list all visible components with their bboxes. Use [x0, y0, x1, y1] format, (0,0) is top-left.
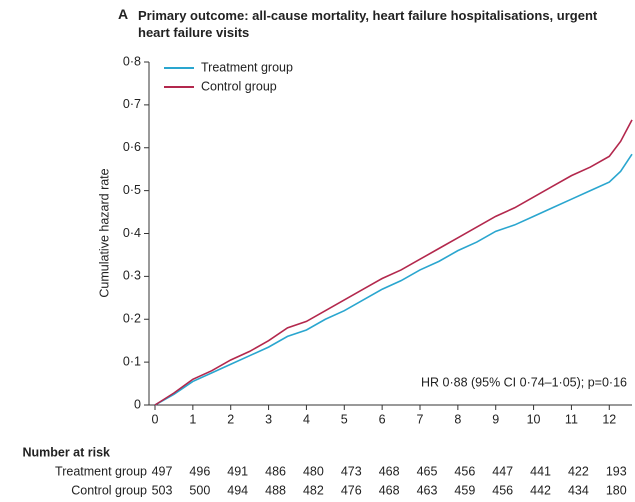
risk-value: 482 — [303, 483, 324, 497]
risk-row-label: Treatment group — [55, 464, 147, 478]
y-tick-label: 0·6 — [123, 140, 141, 154]
x-tick-label: 8 — [454, 412, 461, 426]
x-tick-label: 6 — [379, 412, 386, 426]
risk-value: 497 — [152, 464, 173, 478]
legend-label: Control group — [201, 79, 277, 93]
x-tick-label: 10 — [527, 412, 541, 426]
x-tick-label: 7 — [417, 412, 424, 426]
x-tick-label: 5 — [341, 412, 348, 426]
x-tick-label: 12 — [602, 412, 616, 426]
risk-table-title: Number at risk — [22, 445, 110, 459]
x-tick-label: 2 — [227, 412, 234, 426]
risk-value: 468 — [379, 464, 400, 478]
y-tick-label: 0·3 — [123, 269, 141, 283]
x-tick-label: 4 — [303, 412, 310, 426]
risk-value: 496 — [189, 464, 210, 478]
y-tick-label: 0·8 — [123, 54, 141, 68]
risk-value: 456 — [492, 483, 513, 497]
risk-value: 465 — [417, 464, 438, 478]
risk-value: 473 — [341, 464, 362, 478]
x-tick-label: 11 — [565, 412, 578, 426]
risk-value: 468 — [379, 483, 400, 497]
line — [154, 153, 633, 406]
y-tick-label: 0·1 — [123, 354, 141, 368]
risk-value: 441 — [530, 464, 551, 478]
y-tick-label: 0·5 — [123, 183, 141, 197]
panel-label: A — [118, 6, 129, 22]
risk-value: 494 — [227, 483, 248, 497]
risk-value: 463 — [417, 483, 438, 497]
risk-value: 447 — [492, 464, 513, 478]
x-tick-label: 3 — [265, 412, 272, 426]
y-tick-label: 0·4 — [123, 226, 141, 240]
annotation: HR 0·88 (95% CI 0·74–1·05); p=0·16 — [421, 375, 627, 389]
risk-value: 456 — [454, 464, 475, 478]
risk-value: 422 — [568, 464, 589, 478]
risk-value: 193 — [606, 464, 627, 478]
risk-value: 434 — [568, 483, 589, 497]
risk-value: 500 — [189, 483, 210, 497]
x-tick-label: 1 — [189, 412, 196, 426]
risk-value: 480 — [303, 464, 324, 478]
risk-value: 476 — [341, 483, 362, 497]
x-tick-label: 9 — [492, 412, 499, 426]
line — [154, 119, 633, 406]
risk-value: 442 — [530, 483, 551, 497]
x-tick-label: 0 — [152, 412, 159, 426]
risk-value: 180 — [606, 483, 627, 497]
y-tick-label: 0·7 — [123, 97, 141, 111]
y-tick-label: 0·2 — [123, 312, 141, 326]
risk-value: 503 — [152, 483, 173, 497]
risk-value: 491 — [227, 464, 248, 478]
y-axis-label: Cumulative hazard rate — [97, 168, 111, 297]
risk-value: 488 — [265, 483, 286, 497]
risk-value: 486 — [265, 464, 286, 478]
risk-row-label: Control group — [71, 483, 147, 497]
y-tick-label: 0 — [134, 397, 141, 411]
chart-title: Primary outcome: all-cause mortality, he… — [138, 8, 598, 40]
risk-value: 459 — [454, 483, 475, 497]
legend-label: Treatment group — [201, 60, 293, 74]
